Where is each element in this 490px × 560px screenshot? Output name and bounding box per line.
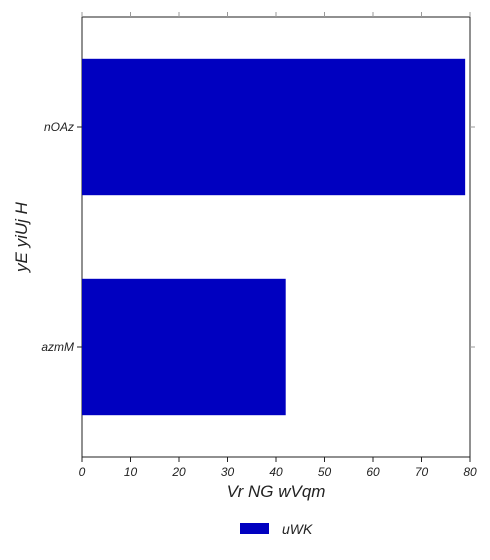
x-tick-label: 40 [269,465,283,479]
y-tick-labels: azmM nOAz [41,120,74,354]
legend-swatch [240,523,269,534]
y-axis-title: yE yiUj H [12,201,31,273]
x-tick-label: 10 [124,465,138,479]
x-tick-label: 20 [171,465,186,479]
x-tick-label: 50 [318,465,332,479]
x-tick-label: 30 [221,465,235,479]
x-axis-title: Vr NG wVqm [227,482,326,501]
x-tick-label: 80 [463,465,477,479]
y-tick-label: azmM [41,340,74,354]
y-tick-label: nOAz [44,120,74,134]
legend: uWK [240,521,313,537]
x-tick-label: 60 [366,465,380,479]
bar-azmM [82,279,286,415]
x-tick-labels: 0 10 20 30 40 50 60 70 80 [79,465,477,479]
bars [82,59,465,415]
x-tick-label: 70 [415,465,429,479]
legend-label: uWK [282,521,313,537]
bar-nOAz [82,59,465,195]
x-tick-label: 0 [79,465,86,479]
